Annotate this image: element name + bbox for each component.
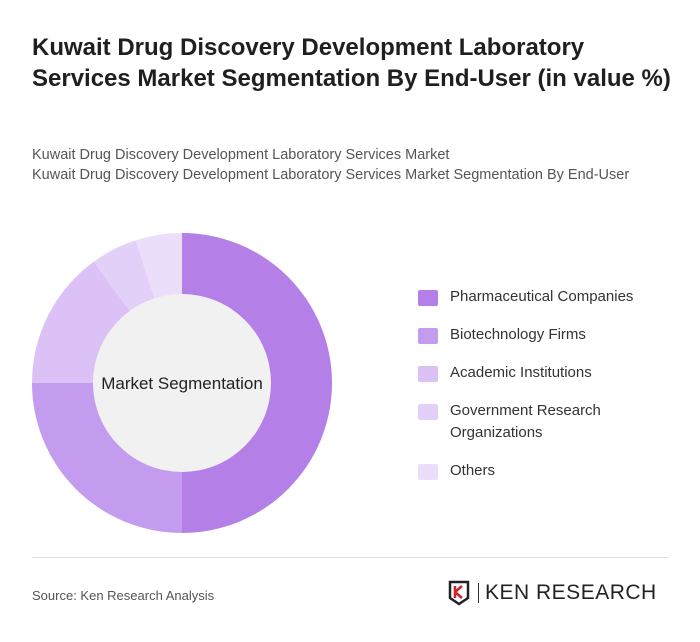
divider [32, 557, 668, 558]
subtitle-1: Kuwait Drug Discovery Development Labora… [32, 147, 450, 163]
legend-swatch [418, 404, 438, 420]
ken-research-logo: KEN RESEARCH [448, 580, 657, 606]
source-text: Source: Ken Research Analysis [32, 588, 215, 603]
legend: Pharmaceutical Companies Biotechnology Fi… [418, 286, 680, 498]
chart-title: Kuwait Drug Discovery Development Labora… [32, 34, 671, 92]
legend-label: Government Research Organizations [450, 402, 601, 441]
donut-center [93, 294, 271, 472]
legend-item: Government Research Organizations [418, 400, 680, 444]
legend-item: Pharmaceutical Companies [418, 286, 680, 308]
logo-shield-icon [448, 580, 470, 606]
center-label: Market Segmentation [101, 374, 263, 393]
legend-label: Others [450, 462, 496, 479]
legend-swatch [418, 328, 438, 344]
legend-item: Biotechnology Firms [418, 324, 680, 346]
legend-item: Academic Institutions [418, 362, 680, 384]
legend-label: Academic Institutions [450, 364, 592, 381]
legend-label: Pharmaceutical Companies [450, 288, 634, 305]
legend-swatch [418, 366, 438, 382]
legend-swatch [418, 464, 438, 480]
legend-swatch [418, 290, 438, 306]
subtitle-2: Kuwait Drug Discovery Development Labora… [32, 167, 630, 183]
legend-label: Biotechnology Firms [450, 326, 586, 343]
donut-chart: Market Segmentation [32, 233, 332, 533]
logo-text: KEN RESEARCH [478, 582, 657, 603]
legend-item: Others [418, 460, 680, 482]
